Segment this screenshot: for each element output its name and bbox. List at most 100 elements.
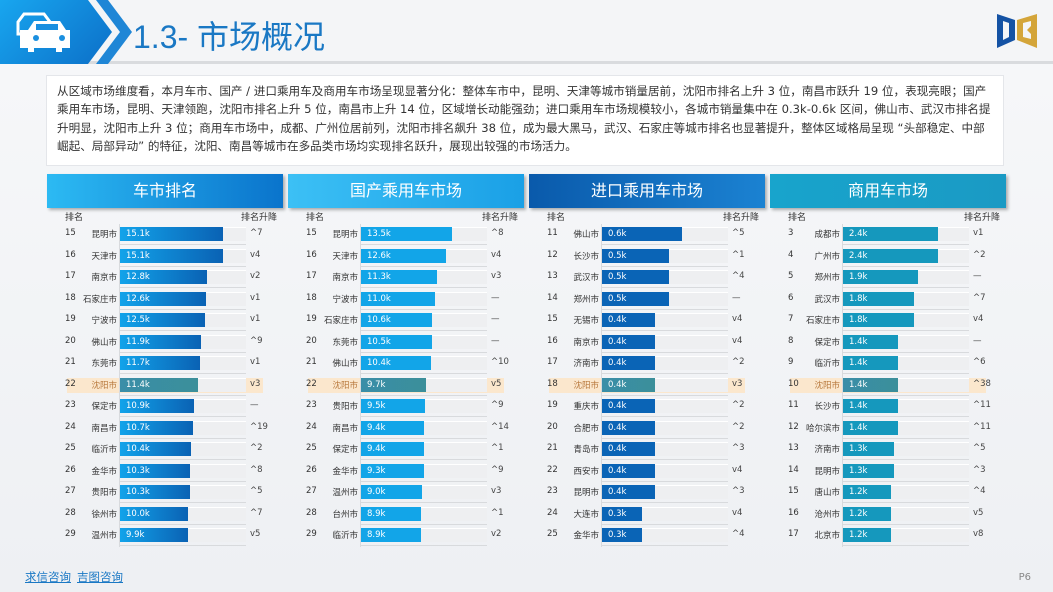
axis-line [601,245,602,267]
row-divider [843,244,969,245]
rank-change: ^4 [732,271,745,281]
table-row: 28 徐州市 10.0k ^7 [47,503,283,525]
table-title: 商用车市场 [770,174,1006,208]
table-row: 29 温州市 9.9k v5 [47,525,283,547]
rank-change: ^14 [491,421,509,432]
rank-change: v5 [491,378,502,389]
sales-bar: 0.4k [602,356,656,370]
row-divider [361,502,487,503]
rank-change: ^5 [732,228,745,238]
city-name: 保定市 [814,337,840,348]
rank: 12 [547,249,558,260]
row-divider [120,545,246,546]
rank-change: ^8 [491,228,504,238]
city-name: 合肥市 [573,423,599,434]
rank-change: v8 [973,529,984,539]
row-divider [843,502,969,503]
rank-change: ^2 [250,443,263,453]
row-divider [602,330,728,331]
rank-column-header: 排名 [788,213,807,223]
row-divider [361,459,487,460]
sales-bar: 1.4k [843,356,899,370]
axis-line [601,310,602,332]
table-row: 27 温州市 9.0k v3 [288,482,524,504]
sales-bar: 0.4k [602,399,656,413]
change-column-header: 排名升降 [481,213,518,223]
rank: 17 [306,271,317,281]
row-divider [120,502,246,503]
city-name: 青岛市 [573,445,599,455]
table-row: 18 石家庄市 12.6k v1 [47,288,283,310]
sales-bar: 9.7k [361,377,427,392]
rank: 13 [547,271,558,281]
table-row: 16 南京市 0.4k v4 [529,331,765,353]
axis-line [842,439,843,461]
city-name: 温州市 [332,488,358,498]
city-name: 沧州市 [814,509,840,520]
city-name: 沈阳市 [573,380,599,391]
rank: 11 [547,228,558,238]
rank: 24 [547,507,558,518]
table-row: 23 昆明市 0.4k ^3 [529,482,765,504]
rank-change: ^3 [973,464,986,475]
sales-bar: 15.1k [120,248,223,263]
sales-bar: 1.3k [843,463,895,478]
table-row: 17 北京市 1.2k v8 [770,525,1006,547]
table-row: 15 无锡市 0.4k v4 [529,310,765,332]
rank-change: ^9 [491,400,504,410]
axis-line [842,525,843,547]
axis-line [119,224,120,246]
rank-change: ^10 [491,357,509,367]
rank-change: v1 [250,292,261,303]
rank-change: ^4 [732,529,745,539]
row-divider [361,330,487,331]
city-name: 哈尔滨市 [805,423,840,434]
city-name: 郑州市 [814,273,840,283]
city-name: 贵阳市 [332,402,358,412]
sales-bar: 0.4k [602,313,656,327]
rank: 17 [547,357,558,367]
table-row: 21 青岛市 0.4k ^3 [529,439,765,461]
rank-change: v1 [250,357,261,367]
rank-change: ^7 [250,507,263,518]
axis-line [601,439,602,461]
city-name: 石家庄市 [323,316,358,326]
sales-bar: 10.5k [361,334,432,349]
row-divider [602,545,728,546]
sales-bar: 12.6k [120,291,206,306]
row-divider [361,265,487,267]
sales-bar: 1.8k [843,313,915,327]
sales-bar: 11.3k [361,270,438,284]
table-row: 18 沈阳市 0.4k v3 [529,374,765,396]
sales-bar: 12.6k [361,248,446,263]
rank-change: ^11 [973,400,991,410]
sales-bar: 1.3k [843,442,895,456]
rank: 10 [788,378,799,389]
axis-line [119,396,120,418]
axis-line [842,460,843,482]
axis-line [842,267,843,289]
axis-line [360,439,361,461]
axis-line [842,482,843,504]
city-name: 石家庄市 [805,316,840,326]
row-divider [843,523,969,525]
sales-bar: 11.9k [120,334,202,349]
city-name: 佛山市 [91,337,117,348]
rank-change: ^1 [491,443,504,453]
rank: 18 [306,292,317,303]
sales-bar: 10.3k [120,463,191,478]
rank-change: — [491,292,500,303]
axis-line [119,331,120,353]
table-row: 4 广州市 2.4k ^2 [770,245,1006,267]
footer-link-qiuxin[interactable]: 求信咨询 [25,570,71,584]
row-divider [843,265,969,267]
table-row: 21 东莞市 11.7k v1 [47,353,283,375]
table-row: 15 昆明市 13.5k ^8 [288,224,524,246]
row-divider [843,416,969,417]
sales-bar: 0.5k [602,270,669,284]
footer-link-jitu[interactable]: 吉图咨询 [77,570,123,584]
change-column-header: 排名升降 [722,213,759,223]
city-name: 沈阳市 [332,380,358,391]
city-name: 台州市 [332,509,358,520]
sales-bar: 0.4k [602,420,656,435]
